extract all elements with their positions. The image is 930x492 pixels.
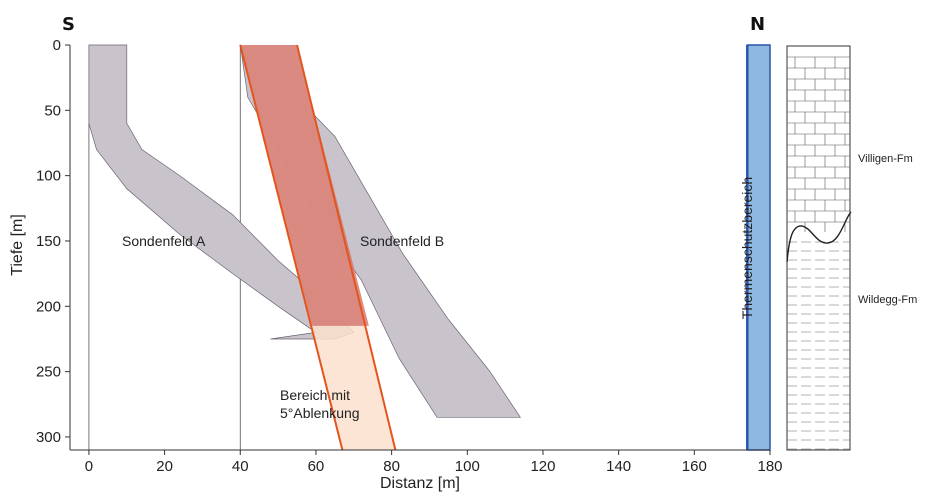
x-tick-label-140: 140 — [606, 458, 631, 475]
x-tick-label-0: 0 — [85, 458, 93, 475]
label-bereich-line1: Bereich mit — [280, 387, 350, 403]
y-tick-label-50: 50 — [44, 102, 61, 119]
x-tick-label-160: 160 — [682, 458, 707, 475]
y-tick-label-100: 100 — [36, 168, 61, 185]
x-tick-label-40: 40 — [232, 458, 249, 475]
side-label-s: S — [62, 14, 75, 35]
x-tick-label-100: 100 — [455, 458, 480, 475]
bereich-right-edge — [296, 44, 397, 451]
bereich-left-edge — [239, 44, 344, 451]
strat-column-frame — [786, 45, 851, 451]
y-tick-label-0: 0 — [53, 37, 61, 54]
x-tick-label-80: 80 — [383, 458, 400, 475]
x-tick-label-180: 180 — [757, 458, 782, 475]
x-tick-label-60: 60 — [308, 458, 325, 475]
x-tick-label-120: 120 — [530, 458, 555, 475]
y-tick-label-250: 250 — [36, 364, 61, 381]
plot-area — [88, 44, 771, 451]
label-wildegg-fm: Wildegg-Fm — [858, 294, 917, 306]
formation-boundary — [786, 211, 852, 263]
x-axis-label: Distanz [m] — [380, 475, 460, 492]
y-axis-label: Tiefe [m] — [9, 214, 26, 276]
label-sondenfeld-b: Sondenfeld B — [360, 233, 444, 249]
y-tick-label-200: 200 — [36, 298, 61, 315]
side-label-n: N — [750, 14, 765, 35]
label-villigen-fm: Villigen-Fm — [858, 153, 913, 165]
label-thermenschutzbereich: Thermenschutzbereich — [739, 177, 755, 319]
label-bereich-line2: 5°Ablenkung — [280, 405, 360, 421]
axes: 0 20 40 60 80 100 120 140 160 180 0 50 100 150 200 250 3… — [36, 37, 783, 475]
bereich-inner-band — [240, 45, 369, 326]
y-tick-label-150: 150 — [36, 233, 61, 250]
x-tick-label-20: 20 — [156, 458, 173, 475]
stratigraphic-column — [786, 45, 852, 451]
y-tick-label-300: 300 — [36, 429, 61, 446]
labels: S N Distanz [m] Tiefe [m] Sondenfeld A S… — [9, 14, 917, 492]
label-sondenfeld-a: Sondenfeld A — [122, 233, 206, 249]
